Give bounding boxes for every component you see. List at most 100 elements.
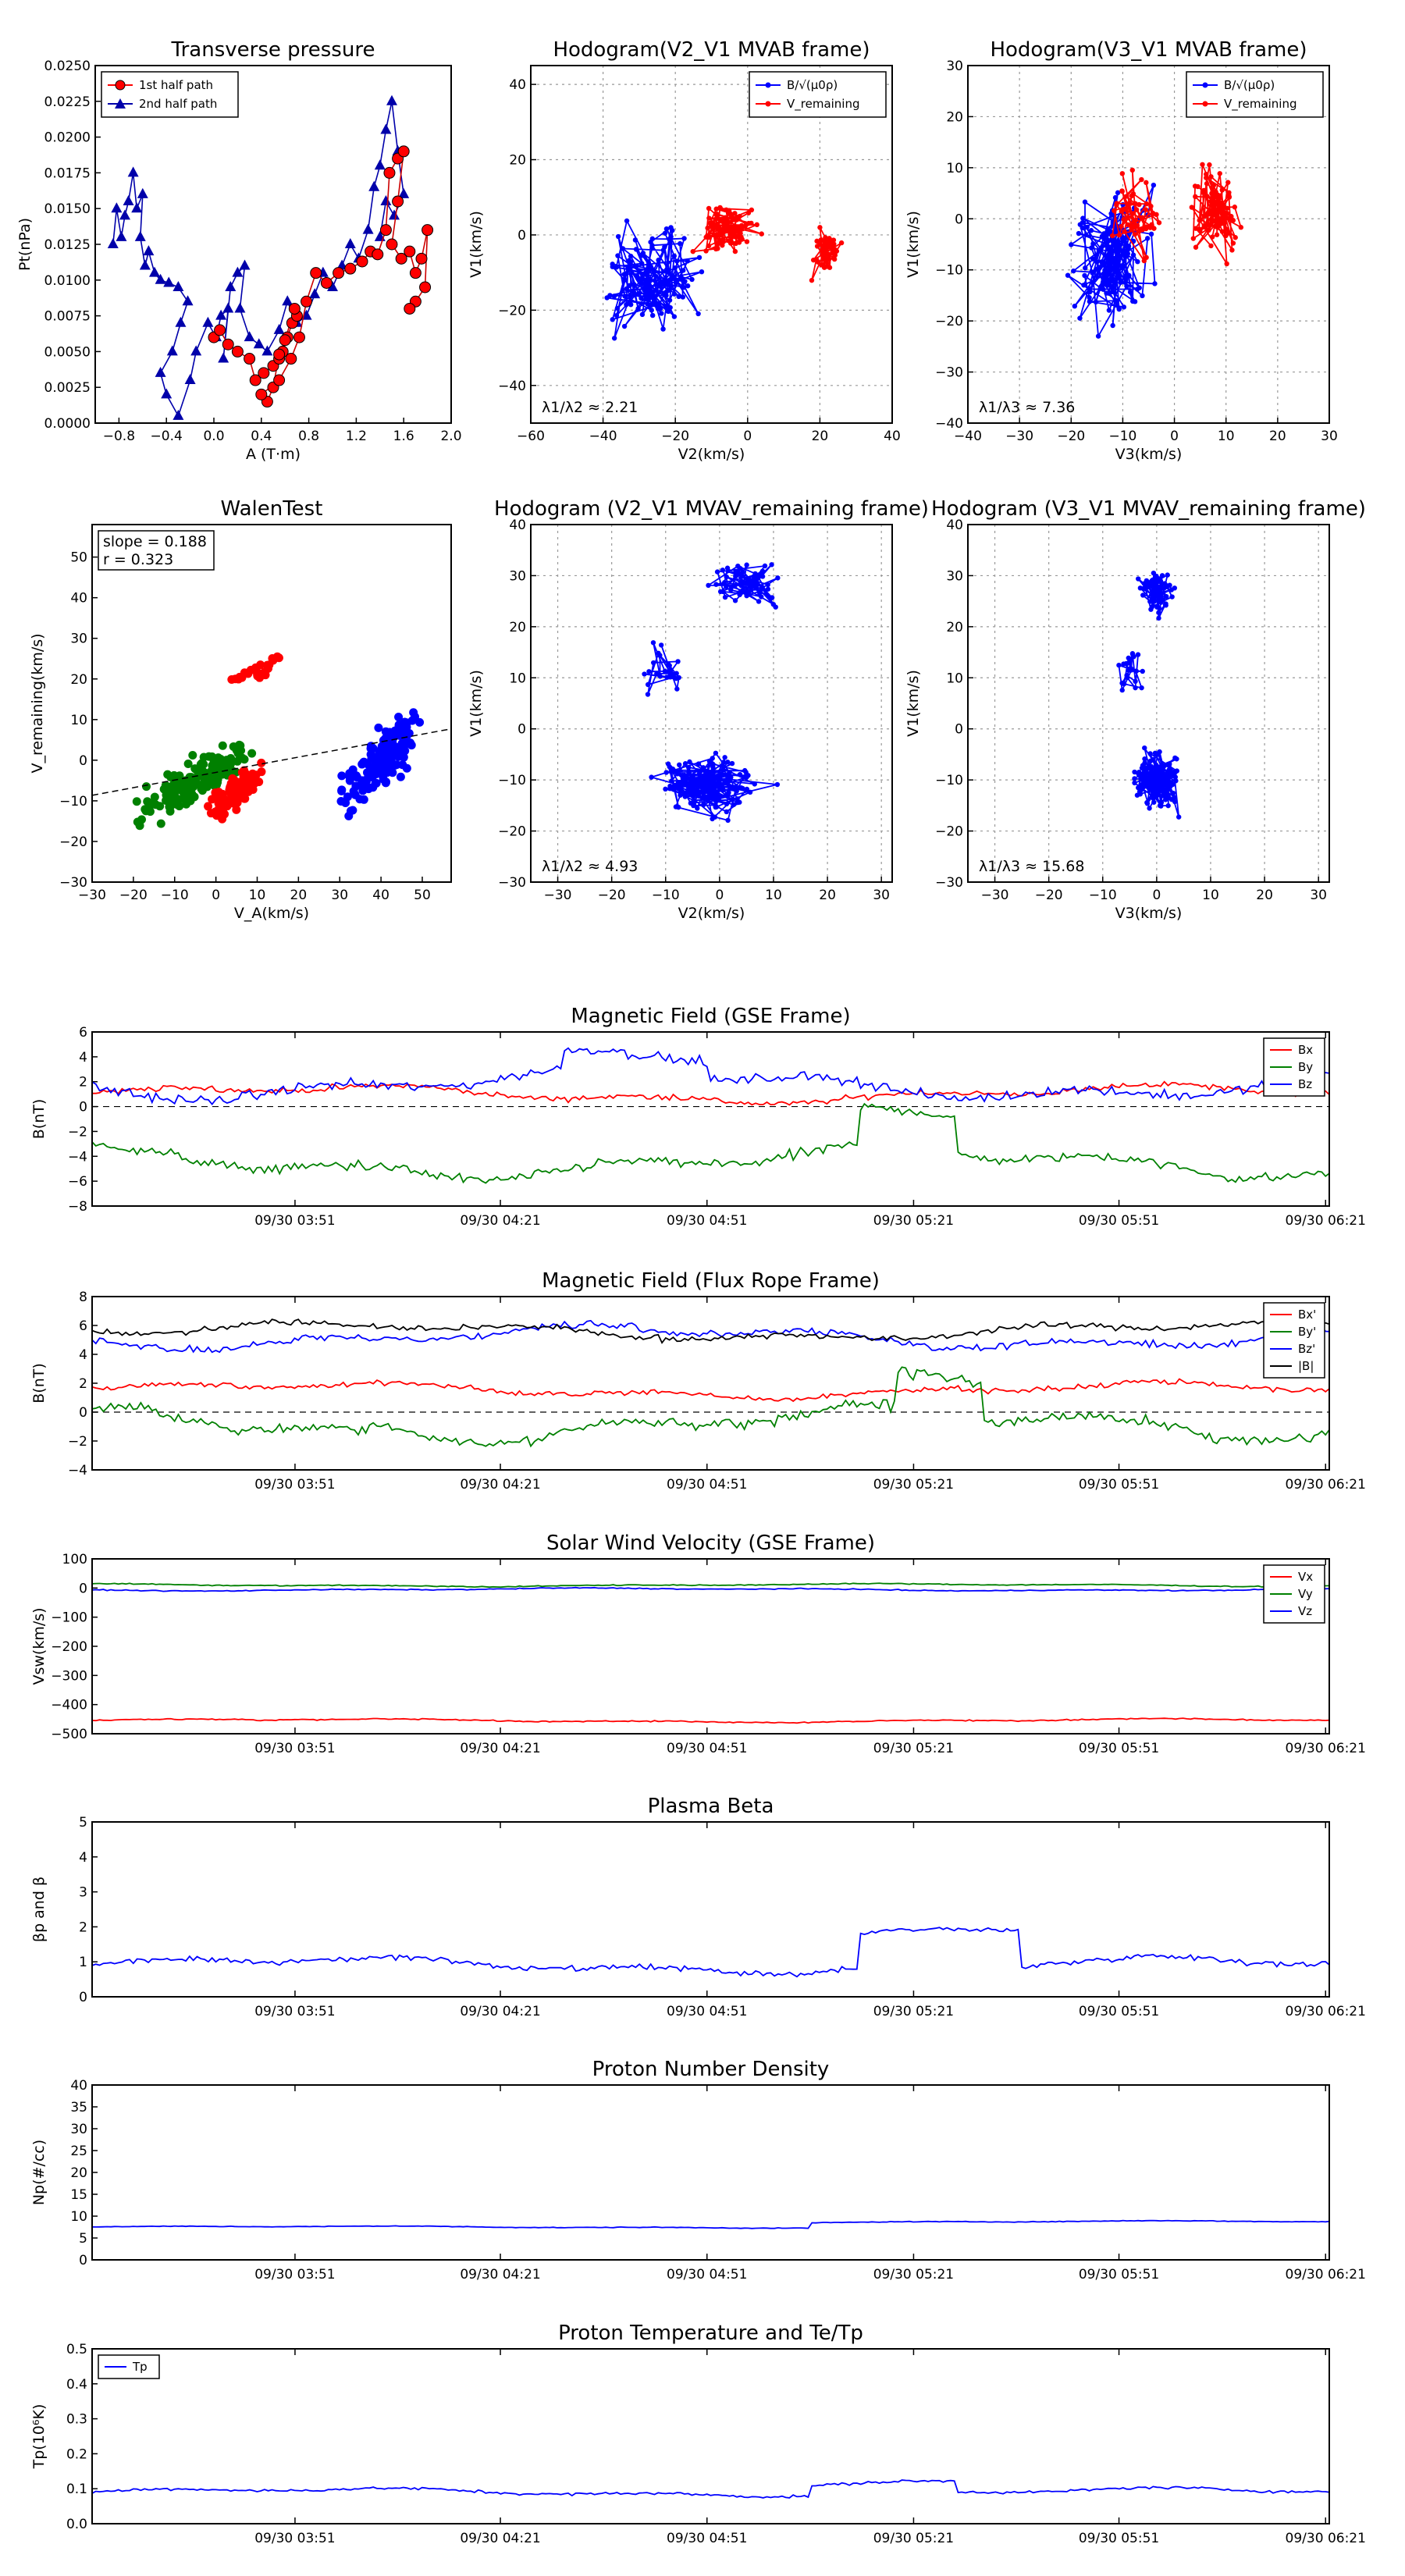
walen-point: [265, 660, 274, 670]
data-point: [1077, 315, 1083, 321]
data-point: [734, 215, 739, 222]
data-point: [1118, 279, 1123, 286]
data-point: [720, 243, 725, 248]
y-tick-label: 30: [70, 2122, 87, 2137]
panel-t3: Solar Wind Velocity (GSE Frame) −500 −400 −…: [30, 1532, 1366, 1756]
data-point: [738, 579, 744, 585]
walen-point: [256, 660, 265, 670]
data-point: [1226, 190, 1232, 195]
x-tick-label: −10: [1108, 429, 1136, 444]
data-point: [1139, 176, 1144, 183]
time-tick-label: 09/30 04:51: [667, 1741, 747, 1756]
data-point: [1154, 604, 1160, 610]
marker-2nd-half: [386, 94, 397, 105]
data-point: [667, 277, 672, 283]
marker-2nd-half: [134, 230, 146, 241]
data-point: [626, 258, 632, 263]
data-point: [746, 580, 752, 586]
data-point: [1095, 333, 1101, 339]
data-point: [730, 797, 735, 802]
data-point: [1124, 283, 1129, 289]
walen-point: [402, 763, 411, 773]
data-point: [1144, 236, 1151, 241]
data-point: [1165, 795, 1170, 801]
y-axis-label: V1(km/s): [905, 670, 922, 737]
x-axis-label: V2(km/s): [678, 905, 745, 922]
data-point: [1136, 228, 1142, 234]
time-tick-label: 09/30 05:21: [873, 1213, 954, 1229]
data-point: [682, 279, 688, 284]
walen-point: [179, 792, 188, 801]
data-point: [1144, 226, 1149, 232]
data-point: [627, 283, 632, 289]
data-point: [765, 586, 771, 592]
x-tick-label: 0: [1170, 429, 1179, 444]
data-point: [1132, 780, 1137, 786]
data-point: [1110, 322, 1115, 329]
y-tick-label: −2: [68, 1124, 87, 1140]
marker-1st-half: [383, 166, 396, 179]
y-tick-label: 40: [70, 591, 87, 607]
y-tick-label: 10: [946, 671, 963, 686]
marker-1st-half: [422, 224, 434, 237]
panel-title: WalenTest: [221, 497, 323, 521]
data-point: [1136, 788, 1143, 795]
data-point: [690, 773, 695, 779]
x-tick-label: 40: [372, 888, 389, 903]
data-point: [715, 246, 720, 251]
data-point: [1098, 245, 1104, 251]
time-tick-label: 09/30 04:21: [460, 2004, 540, 2019]
data-point: [1101, 236, 1107, 241]
data-point: [646, 279, 652, 285]
data-point: [1219, 229, 1225, 234]
data-point: [765, 582, 770, 588]
marker-1st-half: [273, 374, 286, 386]
data-point: [695, 806, 700, 811]
data-point: [731, 802, 737, 807]
time-tick-label: 09/30 04:51: [667, 1477, 747, 1493]
x-tick-label: −30: [544, 888, 572, 903]
data-point: [1209, 190, 1215, 197]
x-axis-label: V2(km/s): [678, 446, 745, 463]
data-point: [681, 236, 687, 241]
data-point: [654, 671, 660, 677]
walen-point: [366, 750, 375, 760]
data-point: [628, 253, 634, 259]
data-point: [691, 802, 696, 809]
data-point: [1225, 180, 1231, 185]
data-point: [726, 223, 731, 229]
data-point: [825, 240, 831, 245]
marker-2nd-half: [116, 230, 127, 241]
data-point: [1229, 247, 1235, 253]
y-tick-label: −400: [51, 1698, 87, 1713]
data-point: [676, 294, 681, 300]
marker-2nd-half: [155, 366, 166, 377]
data-point: [1104, 272, 1109, 277]
data-point: [638, 295, 644, 301]
data-point: [729, 760, 735, 767]
data-point: [700, 802, 706, 808]
series-Bx': [91, 1378, 1330, 1403]
data-point: [717, 205, 724, 212]
walen-point: [357, 776, 367, 785]
legend-box: [101, 71, 239, 118]
data-point: [742, 767, 748, 774]
data-point: [756, 590, 763, 596]
x-tick-label: 0.8: [298, 429, 319, 444]
walen-point: [199, 753, 208, 762]
data-point: [734, 788, 739, 794]
data-point: [817, 225, 823, 230]
data-point: [827, 236, 832, 241]
data-point: [752, 571, 758, 577]
data-point: [645, 283, 651, 290]
data-point: [831, 237, 837, 243]
x-tick-label: 1.2: [346, 429, 367, 444]
walen-point: [164, 795, 173, 805]
y-tick-label: 0.0000: [44, 416, 91, 432]
data-point: [1157, 749, 1162, 755]
legend-label: Vx: [1298, 1570, 1313, 1584]
marker-1st-half: [415, 252, 428, 265]
legend-label: Bx': [1298, 1308, 1316, 1322]
walen-point: [156, 819, 165, 828]
marker-1st-half: [395, 252, 407, 265]
